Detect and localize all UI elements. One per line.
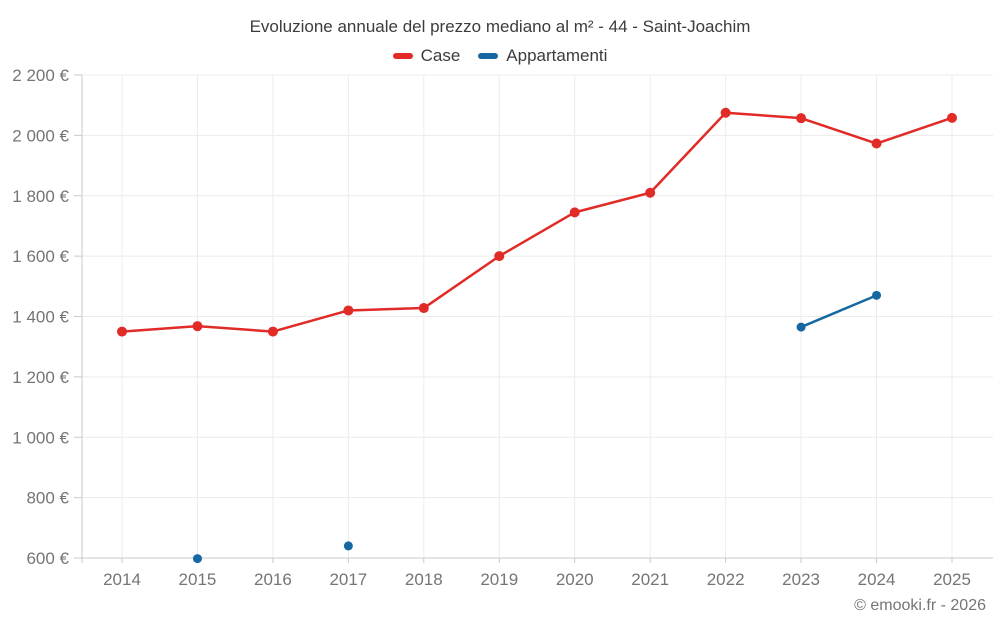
svg-text:2025: 2025 [933, 570, 971, 589]
chart-legend: Case Appartamenti [0, 46, 1000, 66]
chart-title: Evoluzione annuale del prezzo mediano al… [249, 17, 751, 36]
svg-text:2019: 2019 [480, 570, 518, 589]
svg-text:800 €: 800 € [26, 489, 69, 508]
svg-text:1 800 €: 1 800 € [12, 187, 69, 206]
svg-text:2 000 €: 2 000 € [12, 126, 69, 145]
svg-text:2021: 2021 [631, 570, 669, 589]
svg-text:2024: 2024 [858, 570, 896, 589]
legend-swatch-appartamenti-icon [478, 53, 499, 59]
svg-text:2 200 €: 2 200 € [12, 66, 69, 85]
svg-text:600 €: 600 € [26, 549, 69, 568]
legend-swatch-case-icon [392, 53, 413, 59]
svg-text:2014: 2014 [103, 570, 141, 589]
legend-item-case[interactable]: Case [392, 46, 461, 66]
svg-text:2023: 2023 [782, 570, 820, 589]
legend-item-appartamenti[interactable]: Appartamenti [478, 46, 607, 66]
svg-text:2016: 2016 [254, 570, 292, 589]
legend-label-appartamenti: Appartamenti [506, 46, 608, 65]
svg-text:1 000 €: 1 000 € [12, 428, 69, 447]
svg-text:2017: 2017 [329, 570, 367, 589]
svg-text:1 400 €: 1 400 € [12, 308, 69, 327]
svg-text:1 200 €: 1 200 € [12, 368, 69, 387]
svg-text:2015: 2015 [179, 570, 217, 589]
svg-text:2020: 2020 [556, 570, 594, 589]
svg-text:1 600 €: 1 600 € [12, 247, 69, 266]
svg-text:2022: 2022 [707, 570, 745, 589]
svg-text:2018: 2018 [405, 570, 443, 589]
legend-label-case: Case [420, 46, 461, 65]
copyright-footer: © emooki.fr - 2026 [854, 597, 986, 614]
